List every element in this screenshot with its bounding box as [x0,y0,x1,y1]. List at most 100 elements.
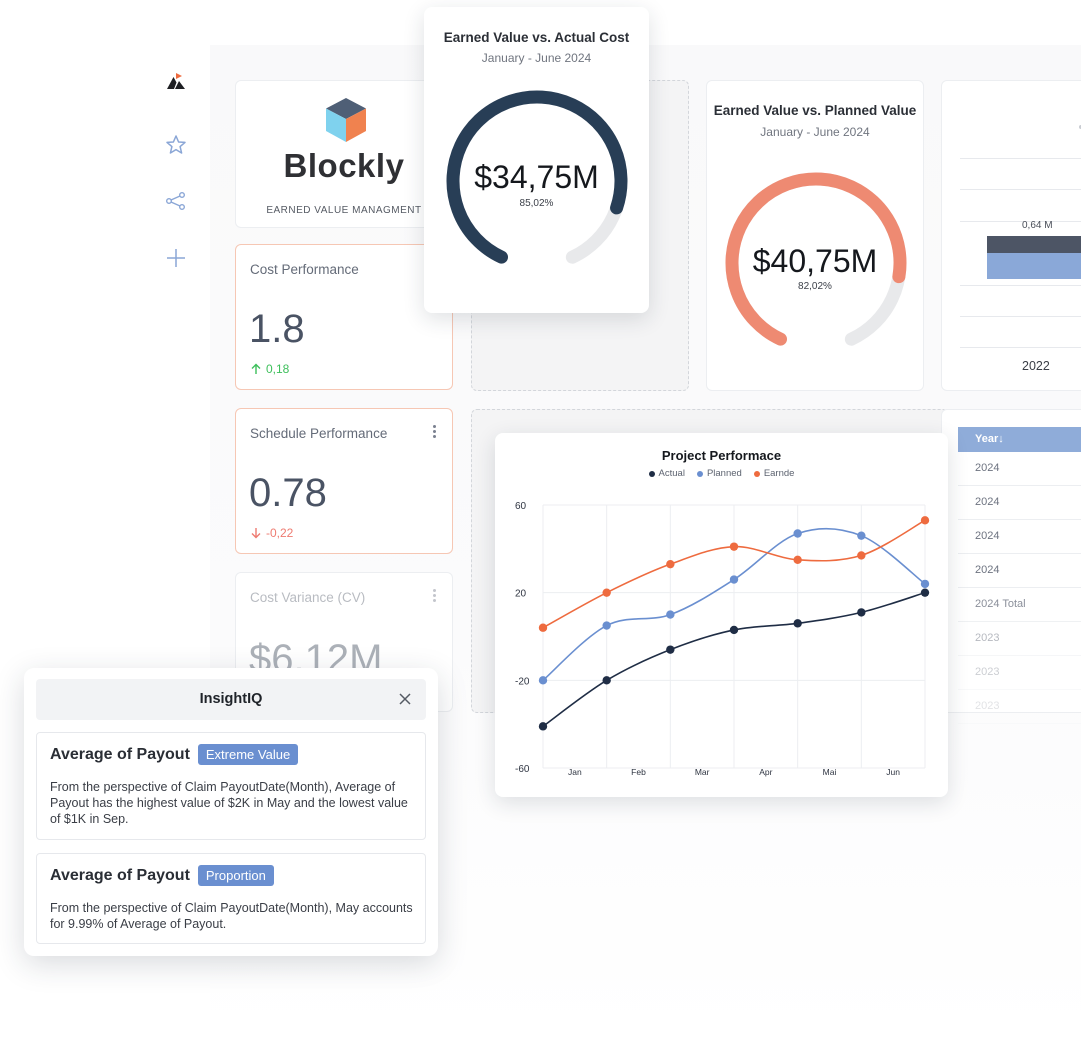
kpi-delta: 0,18 [250,362,289,376]
table-row[interactable]: 2024 [958,452,1081,486]
data-point-actual[interactable] [857,608,866,617]
kpi-title: Schedule Performance [250,426,388,441]
gauge-card-actual-cost[interactable]: Earned Value vs. Actual Cost January - J… [424,7,649,313]
gauge-card-planned-value[interactable]: Earned Value vs. Planned Value January -… [706,80,924,391]
data-point-earnde[interactable] [857,551,866,560]
data-point-earnde[interactable] [602,588,611,597]
insight-card-title: Average of Payout [50,866,190,884]
insightiq-panel: InsightIQ Average of Payout Extreme Valu… [24,668,438,956]
insight-card-title: Average of Payout [50,745,190,763]
data-point-planned[interactable] [729,575,739,584]
brand-subtitle: EARNED VALUE MANAGMENT [266,205,422,216]
gauge-title: Earned Value vs. Planned Value [713,103,917,118]
table-row[interactable]: 2024 [958,554,1081,588]
share-icon[interactable] [164,189,188,213]
gauge-value: $40,75M [752,243,878,279]
table-card [941,409,1081,713]
legend-item[interactable]: Planned [696,468,742,479]
data-point-planned[interactable] [920,579,930,589]
data-point-planned[interactable] [538,676,548,685]
table-row[interactable]: 2023 [958,622,1081,656]
insight-card[interactable]: Average of Payout Proportion From the pe… [36,853,426,944]
sidebar [150,60,202,280]
x-tick-label: Feb [631,767,646,777]
data-point-actual[interactable] [920,588,930,597]
table-row[interactable]: 2023 [958,656,1081,690]
legend-label: Earnde [763,468,795,479]
kpi-card-schedule-performance[interactable]: Schedule Performance 0.78 -0,22 [235,408,453,554]
chart-legend: Actual Planned Earnde [495,468,948,479]
data-point-planned[interactable] [602,621,611,630]
data-point-earnde[interactable] [666,559,675,569]
gridline [960,158,1081,159]
logo-icon[interactable] [164,68,188,92]
gridline [960,285,1081,286]
x-tick-label: Jun [886,767,900,777]
arrow-down-icon [251,528,261,539]
line-chart: -60 -20 20 60 Jan Feb Mar Apr Mai Jun [515,501,930,777]
insight-card-heading: Average of Payout Proportion [50,865,274,886]
clipped-mark [1079,125,1081,129]
insight-badge[interactable]: Proportion [197,865,274,886]
kpi-delta-value: -0,22 [266,526,294,540]
insight-badge[interactable]: Extreme Value [197,744,299,765]
close-icon[interactable] [398,692,412,706]
data-point-planned[interactable] [793,529,802,538]
data-point-earnde[interactable] [793,555,802,564]
table-row[interactable]: 2024 [958,486,1081,520]
data-point-actual[interactable] [602,676,611,685]
x-tick-label: Mai [823,767,837,777]
more-vert-icon[interactable] [430,425,438,439]
legend-dot [648,470,655,477]
gauge-percent: 82,02% [798,281,832,292]
legend-label: Actual [658,468,685,479]
cube-logo-icon [326,98,366,142]
table-row[interactable]: 2024 [958,520,1081,554]
kpi-delta-value: 0,18 [266,362,290,376]
y-tick-label: -20 [515,676,530,687]
data-point-earnde[interactable] [920,516,930,525]
bar-category-label: 2022 [1022,359,1050,373]
line-chart-card[interactable]: Project Performace Actual Planned Earnde -… [495,433,948,797]
kpi-value: 0.78 [249,471,327,515]
data-point-earnde[interactable] [538,623,548,632]
plus-icon[interactable] [164,246,188,270]
gridline [960,316,1081,317]
x-tick-label: Apr [759,767,772,777]
kpi-title: Cost Variance (CV) [250,590,366,605]
kpi-card-cost-performance[interactable]: Cost Performance 1.8 0,18 [235,244,453,390]
kpi-value: 1.8 [249,307,305,351]
gauge-title: Earned Value vs. Actual Cost [443,30,630,45]
insight-card-heading: Average of Payout Extreme Value [50,744,299,765]
table-header-year[interactable]: Year↓ [958,427,1081,452]
star-icon[interactable] [164,133,188,157]
bar-segment-dark[interactable] [987,236,1081,253]
data-point-planned[interactable] [666,610,675,619]
data-point-actual[interactable] [666,645,675,654]
bar-chart-card[interactable]: 0,64 M 2022 [941,80,1081,391]
more-vert-icon[interactable] [430,589,438,603]
insight-card[interactable]: Average of Payout Extreme Value From the… [36,732,426,840]
insightiq-header: InsightIQ [36,679,426,720]
legend-dot [696,470,703,477]
gauge-value: $34,75M [474,159,599,195]
data-point-actual[interactable] [793,619,802,628]
insight-text: From the perspective of Claim PayoutDate… [50,901,413,931]
insight-text: From the perspective of Claim PayoutDate… [50,780,408,826]
arrow-up-icon [251,363,261,374]
data-point-planned[interactable] [857,531,866,540]
data-point-actual[interactable] [538,722,548,731]
data-point-actual[interactable] [729,625,739,635]
gridline [960,347,1081,348]
bar-segment-light[interactable] [987,253,1081,279]
gauge-chart [725,172,907,354]
gridline [960,189,1081,190]
y-tick-label: -60 [515,764,530,775]
data-point-earnde[interactable] [729,542,739,551]
table-row[interactable]: 2023 [958,690,1081,724]
kpi-title: Cost Performance [250,262,359,277]
table-row[interactable]: 2024 Total [958,588,1081,622]
legend-item[interactable]: Actual [648,468,685,479]
bar-label: 0,64 M [1022,220,1053,231]
legend-item[interactable]: Earnde [753,468,795,479]
